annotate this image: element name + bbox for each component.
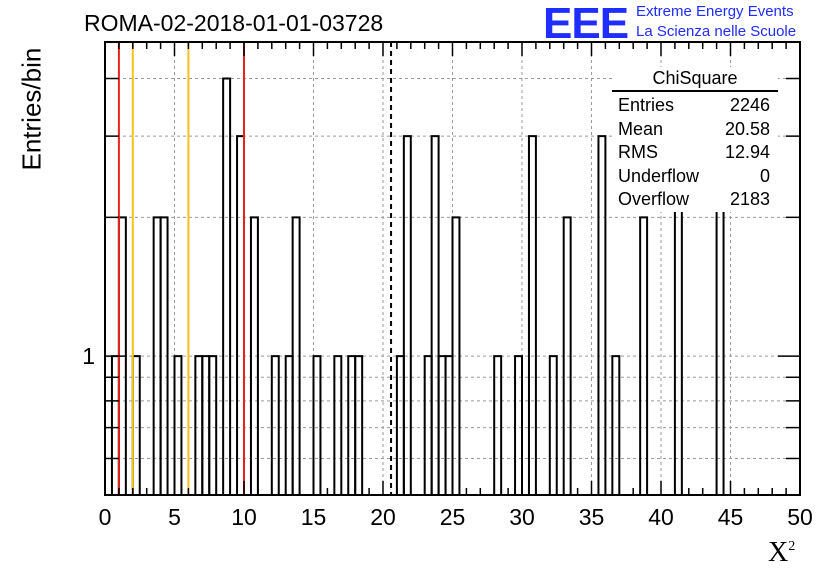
chart-title: ROMA-02-2018-01-01-03728 — [84, 10, 384, 36]
x-axis-label-exponent: 2 — [788, 539, 796, 554]
histogram-bin — [430, 135, 440, 495]
logo-line-2: La Scienza nelle Scuole — [636, 23, 797, 40]
x-tick-label: 35 — [579, 504, 605, 530]
histogram-bin — [236, 135, 245, 495]
stats-row-mean: Mean 20.58 — [612, 118, 778, 142]
histogram-bin — [527, 135, 537, 495]
stats-box-title: ChiSquare — [612, 67, 778, 92]
x-tick-label: 25 — [440, 504, 466, 530]
eee-logo-text: Extreme Energy Events La Scienza nelle S… — [636, 2, 796, 42]
histogram-bin — [402, 135, 412, 495]
x-tick-label: 0 — [99, 504, 112, 530]
stats-row-overflow: Overflow 2183 — [612, 188, 778, 212]
histogram-bin — [354, 355, 364, 495]
x-tick-label: 40 — [648, 504, 674, 530]
x-tick-label: 20 — [370, 504, 396, 530]
stats-box: ChiSquare Entries 2246 Mean 20.58 RMS 12… — [612, 67, 778, 212]
histogram-bin — [312, 355, 322, 495]
histogram-bin — [249, 216, 259, 495]
stats-row-rms: RMS 12.94 — [612, 141, 778, 165]
stats-label: Overflow — [618, 189, 690, 209]
stats-value: 20.58 — [724, 118, 770, 139]
stats-value: 12.94 — [724, 142, 770, 162]
histogram-bin — [208, 355, 218, 495]
histogram-bin — [173, 355, 183, 495]
y-tick-label: 1 — [82, 343, 95, 369]
stats-label: Underflow — [618, 165, 700, 186]
grid-layer — [105, 42, 800, 495]
histogram-bin — [611, 355, 621, 495]
histogram-bin — [514, 355, 523, 495]
histogram-bin — [548, 355, 558, 495]
x-tick-label: 50 — [787, 504, 813, 530]
histogram-bin — [159, 216, 169, 495]
stats-row-underflow: Underflow 0 — [612, 165, 778, 189]
axes: 0 5 10 15 20 25 30 35 40 45 50 1 — [82, 41, 813, 530]
x-tick-label: 10 — [231, 504, 257, 530]
histogram-bin — [597, 135, 607, 495]
x-axis-label: X2 — [768, 537, 795, 569]
stats-value: 0 — [759, 165, 770, 186]
x-tick-label: 30 — [509, 504, 535, 530]
stats-value: 2183 — [729, 189, 770, 209]
histogram-bin — [333, 355, 343, 495]
histogram-bin — [291, 216, 301, 495]
histogram-bin — [493, 355, 503, 495]
x-tick-label: 45 — [718, 504, 744, 530]
stats-label: Entries — [618, 95, 675, 115]
y-axis-label: Entries/bin — [16, 47, 47, 171]
histogram-bin — [562, 216, 572, 495]
histogram-bin — [639, 216, 649, 495]
x-axis-label-text: X — [768, 537, 789, 568]
reference-lines — [117, 42, 393, 495]
eee-logo: EEE — [543, 0, 629, 48]
stats-value: 2246 — [729, 95, 770, 115]
stats-label: Mean — [618, 118, 664, 139]
stats-row-entries: Entries 2246 — [612, 94, 778, 118]
stats-label: RMS — [618, 142, 658, 162]
histogram-bin — [222, 77, 232, 495]
histogram-bin — [270, 355, 280, 495]
histogram-bin — [451, 216, 461, 495]
x-tick-label: 15 — [301, 504, 327, 530]
x-tick-label: 5 — [168, 504, 181, 530]
logo-line-1: Extreme Energy Events — [636, 3, 794, 20]
